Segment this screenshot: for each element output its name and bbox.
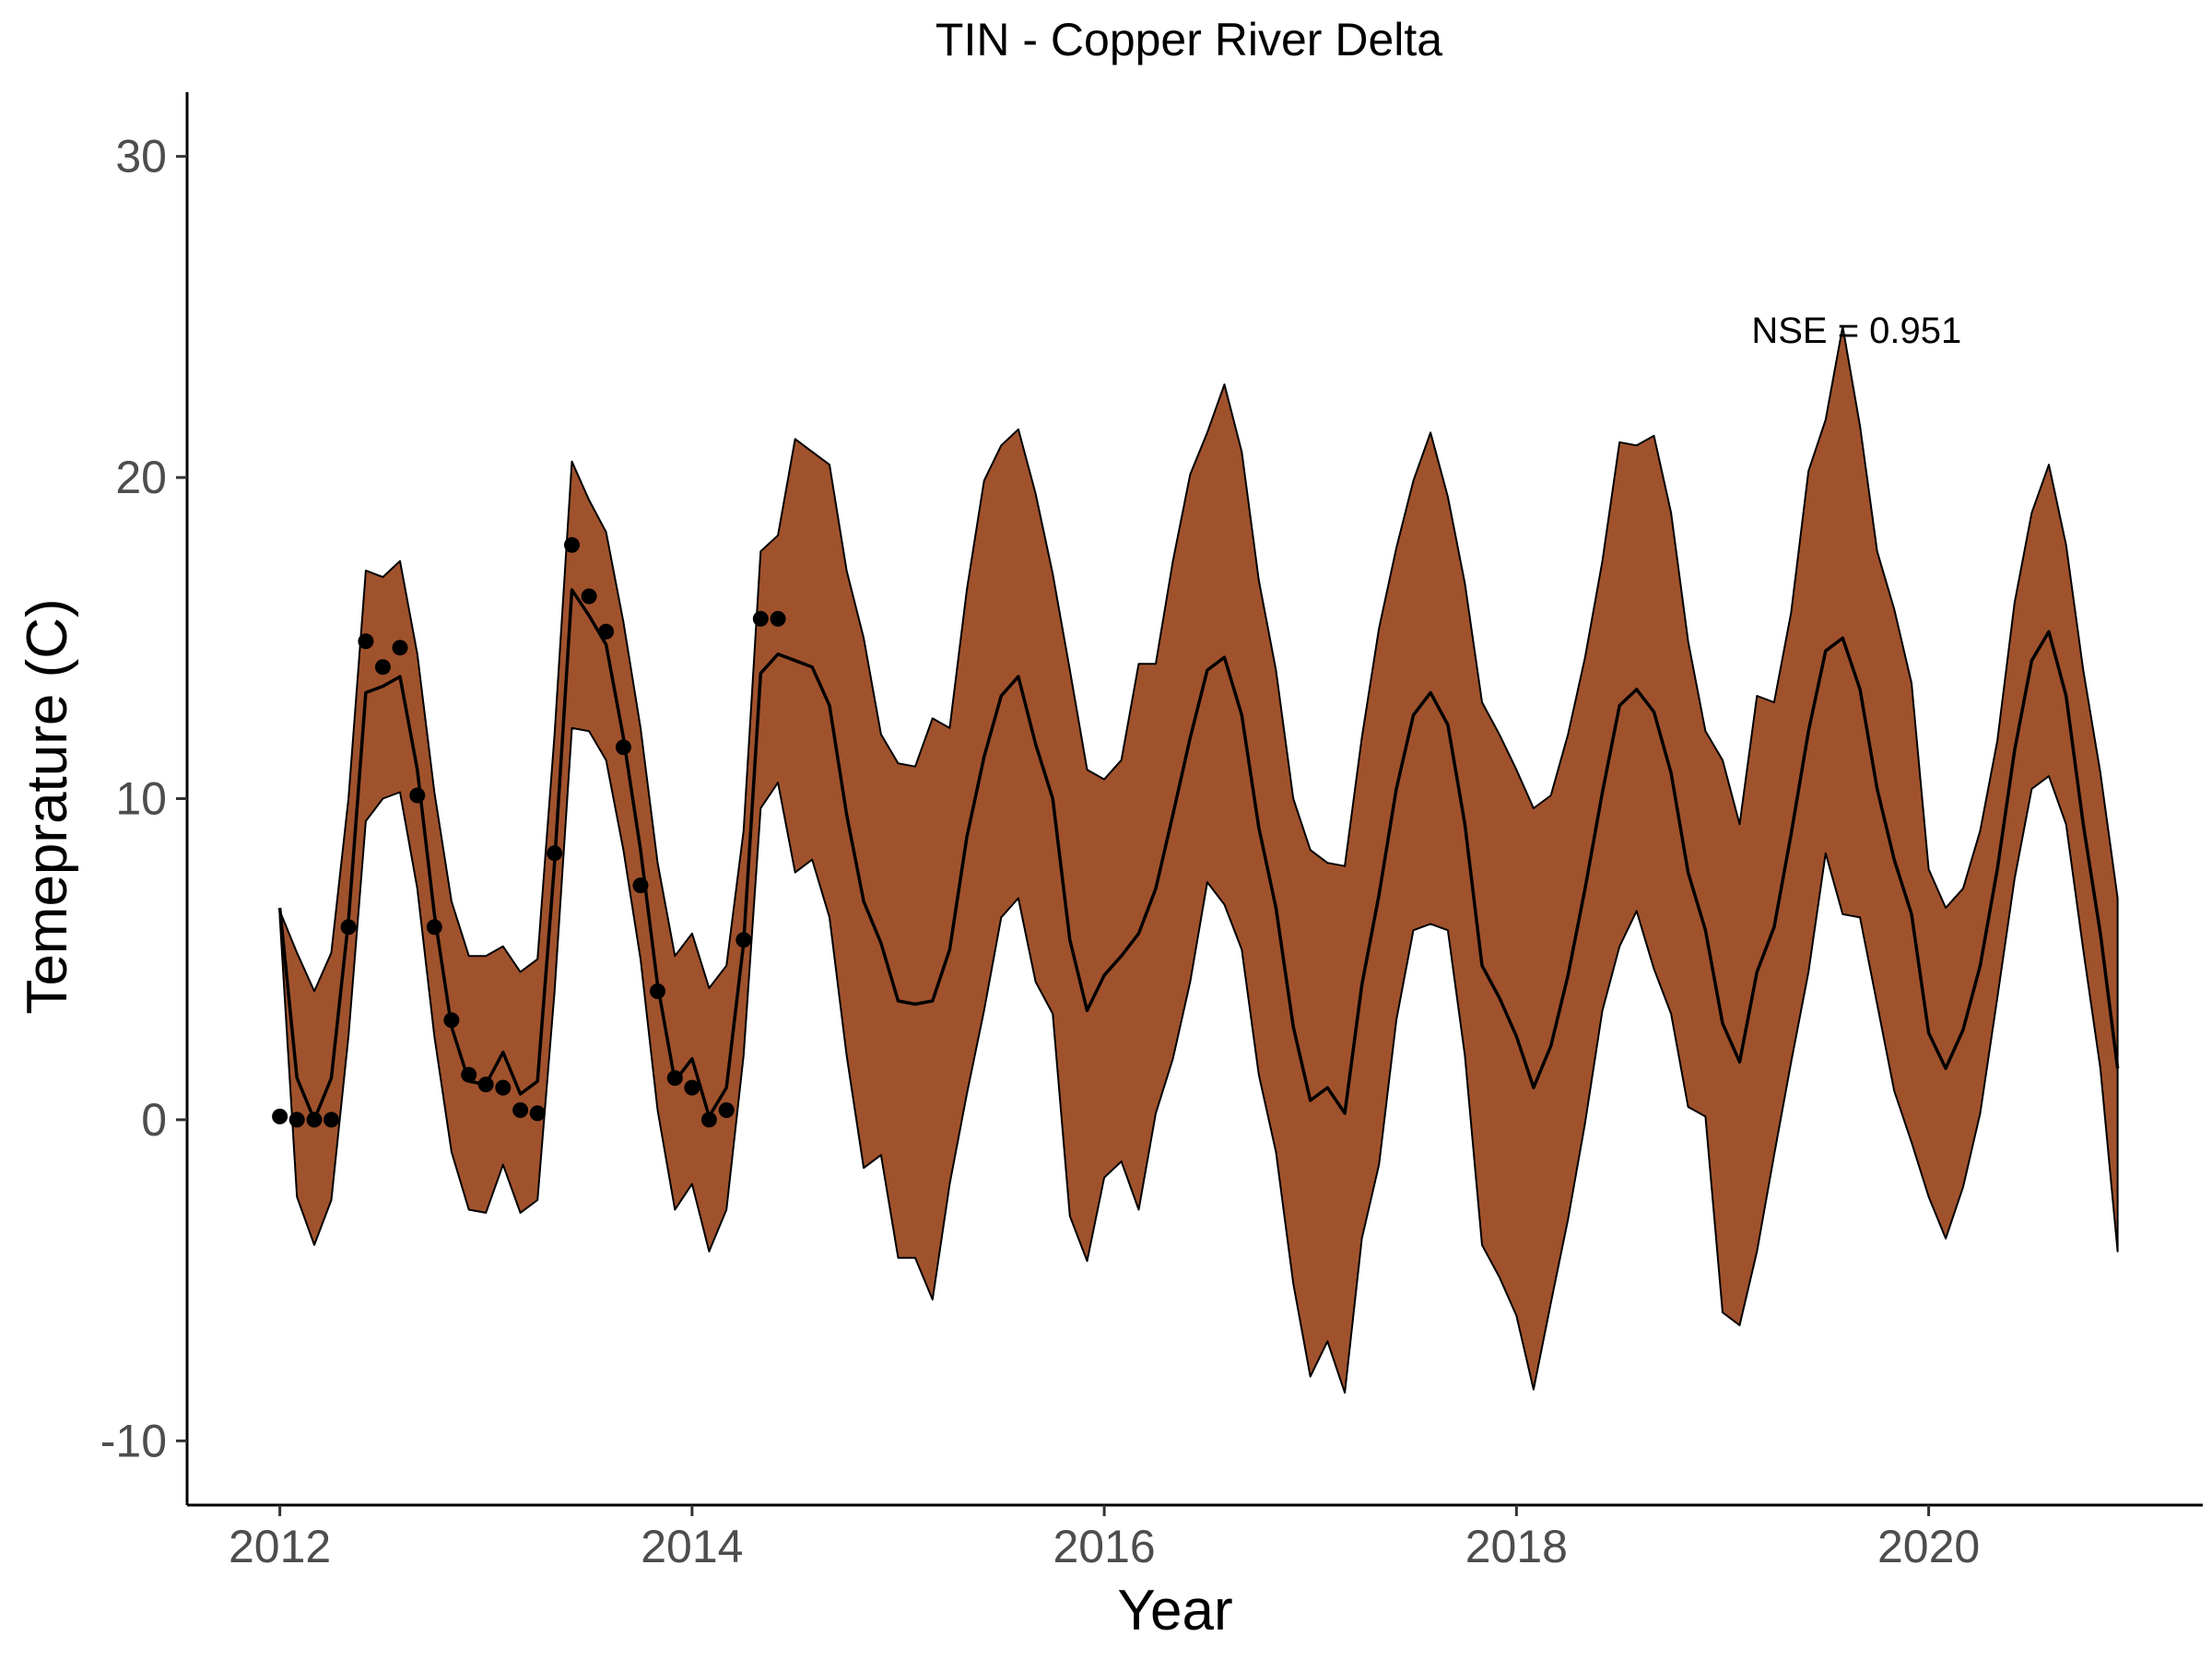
data-point bbox=[598, 623, 615, 640]
data-point bbox=[700, 1112, 717, 1128]
x-tick-label: 2020 bbox=[1877, 1521, 1980, 1572]
y-tick-label: 10 bbox=[115, 773, 167, 825]
y-axis-title: Temeprature (C) bbox=[16, 598, 79, 1014]
data-point bbox=[564, 536, 580, 553]
x-tick-label: 2014 bbox=[641, 1521, 743, 1572]
x-tick-label: 2012 bbox=[229, 1521, 331, 1572]
data-point bbox=[735, 932, 752, 948]
y-tick-label: 0 bbox=[141, 1094, 167, 1146]
y-tick-label: 30 bbox=[115, 131, 167, 182]
data-point bbox=[324, 1112, 339, 1128]
data-point bbox=[426, 919, 442, 935]
data-point bbox=[615, 739, 631, 756]
data-point bbox=[461, 1066, 477, 1083]
data-point bbox=[340, 919, 357, 935]
chart-title: TIN - Copper River Delta bbox=[935, 14, 1442, 65]
data-point bbox=[495, 1079, 512, 1096]
data-point bbox=[632, 877, 649, 894]
data-point bbox=[374, 659, 391, 676]
data-point bbox=[306, 1112, 323, 1128]
y-tick-label: 20 bbox=[115, 452, 167, 503]
x-axis-ticks: 2012 2014 2016 2018 2020 bbox=[229, 1505, 1980, 1572]
data-point bbox=[358, 633, 374, 650]
data-point bbox=[443, 1012, 460, 1029]
plot-area bbox=[277, 325, 2120, 1394]
x-tick-label: 2018 bbox=[1465, 1521, 1568, 1572]
data-point bbox=[684, 1079, 700, 1096]
data-point bbox=[718, 1102, 735, 1118]
nse-annotation: NSE = 0.951 bbox=[1751, 311, 1961, 351]
x-axis-title: Year bbox=[1117, 1579, 1232, 1642]
data-point bbox=[752, 610, 769, 627]
data-point bbox=[392, 640, 408, 656]
data-point bbox=[272, 1108, 288, 1124]
y-tick-label: -10 bbox=[100, 1415, 167, 1466]
data-point bbox=[288, 1112, 305, 1128]
data-point bbox=[770, 610, 786, 627]
observed-points bbox=[272, 536, 786, 1128]
data-point bbox=[666, 1070, 683, 1087]
data-point bbox=[547, 845, 563, 862]
data-point bbox=[477, 1077, 494, 1093]
series-line-0 bbox=[277, 588, 2120, 1122]
data-point bbox=[529, 1105, 546, 1122]
confidence-band bbox=[278, 325, 2119, 1394]
data-point bbox=[512, 1102, 529, 1118]
data-point bbox=[581, 588, 597, 605]
data-point bbox=[650, 983, 665, 999]
data-point bbox=[409, 787, 426, 804]
y-axis-ticks: -10 0 10 20 30 bbox=[100, 131, 187, 1466]
x-tick-label: 2016 bbox=[1053, 1521, 1155, 1572]
